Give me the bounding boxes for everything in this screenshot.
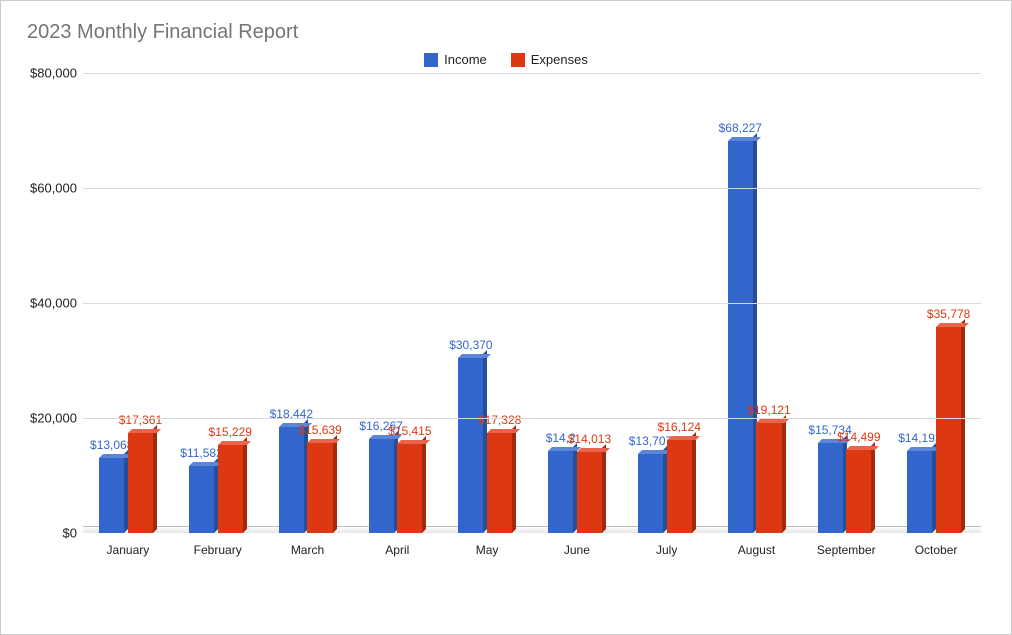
x-tick-label: August	[712, 543, 802, 557]
chart-title: 2023 Monthly Financial Report	[27, 21, 991, 44]
bar-expense: $15,639	[307, 443, 332, 533]
legend-swatch-income	[424, 53, 438, 67]
gridline	[83, 303, 981, 304]
value-label-expense: $15,639	[298, 423, 341, 437]
x-tick-label: September	[801, 543, 891, 557]
value-label-expense: $15,415	[388, 424, 431, 438]
value-label-expense: $17,328	[478, 413, 521, 427]
value-label-income: $30,370	[449, 338, 492, 352]
value-label-expense: $19,121	[747, 403, 790, 417]
legend-label-expenses: Expenses	[531, 52, 588, 67]
x-tick-label: July	[622, 543, 712, 557]
y-tick-label: $80,000	[21, 66, 77, 81]
bar-income: $11,582	[189, 466, 214, 533]
y-tick-label: $20,000	[21, 411, 77, 426]
gridline	[83, 418, 981, 419]
x-tick-label: May	[442, 543, 532, 557]
legend-item-expenses: Expenses	[511, 52, 588, 67]
gridline	[83, 188, 981, 189]
bar-income: $18,442	[279, 427, 304, 533]
bar-income: $15,734	[818, 443, 843, 533]
value-label-expense: $35,778	[927, 307, 970, 321]
bar-expense: $14,499	[846, 450, 871, 533]
value-label-income: $13,068	[90, 438, 133, 452]
plot-area: $0$20,000$40,000$60,000$80,000 $13,068$1…	[83, 73, 981, 573]
bar-income: $30,370	[458, 358, 483, 533]
y-axis-labels: $0$20,000$40,000$60,000$80,000	[21, 73, 77, 573]
bar-expense: $16,124	[667, 440, 692, 533]
bar-income: $14,2	[548, 451, 573, 533]
legend-item-income: Income	[424, 52, 487, 67]
legend-label-income: Income	[444, 52, 487, 67]
x-tick-label: January	[83, 543, 173, 557]
bar-expense: $14,013	[577, 452, 602, 533]
bar-expense: $15,229	[218, 445, 243, 533]
bar-income: $13,707	[638, 454, 663, 533]
bar-expense: $19,121	[756, 423, 781, 533]
bar-expense: $17,361	[128, 433, 153, 533]
plot: $13,068$17,361January$11,582$15,229Febru…	[83, 73, 981, 533]
value-label-income: $13,707	[629, 434, 672, 448]
x-tick-label: March	[263, 543, 353, 557]
value-label-expense: $16,124	[658, 420, 701, 434]
value-label-income: $68,227	[719, 121, 762, 135]
legend-swatch-expenses	[511, 53, 525, 67]
y-tick-label: $60,000	[21, 181, 77, 196]
value-label-expense: $14,499	[837, 430, 880, 444]
y-tick-label: $40,000	[21, 296, 77, 311]
value-label-income: $14,193	[898, 431, 941, 445]
value-label-income: $11,582	[180, 446, 223, 460]
bar-expense: $17,328	[487, 433, 512, 533]
x-tick-label: June	[532, 543, 622, 557]
bar-income: $14,193	[907, 451, 932, 533]
value-label-expense: $17,361	[119, 413, 162, 427]
y-tick-label: $0	[21, 526, 77, 541]
bar-expense: $35,778	[936, 327, 961, 533]
x-tick-label: April	[352, 543, 442, 557]
chart-container: 2023 Monthly Financial Report Income Exp…	[0, 0, 1012, 635]
x-tick-label: February	[173, 543, 263, 557]
bar-income: $68,227	[728, 141, 753, 533]
gridline	[83, 73, 981, 74]
bar-income: $16,267	[369, 439, 394, 533]
bar-expense: $15,415	[397, 444, 422, 533]
chart-legend: Income Expenses	[21, 52, 991, 67]
value-label-expense: $15,229	[209, 425, 252, 439]
value-label-expense: $14,013	[568, 432, 611, 446]
bar-income: $13,068	[99, 458, 124, 533]
x-tick-label: October	[891, 543, 981, 557]
